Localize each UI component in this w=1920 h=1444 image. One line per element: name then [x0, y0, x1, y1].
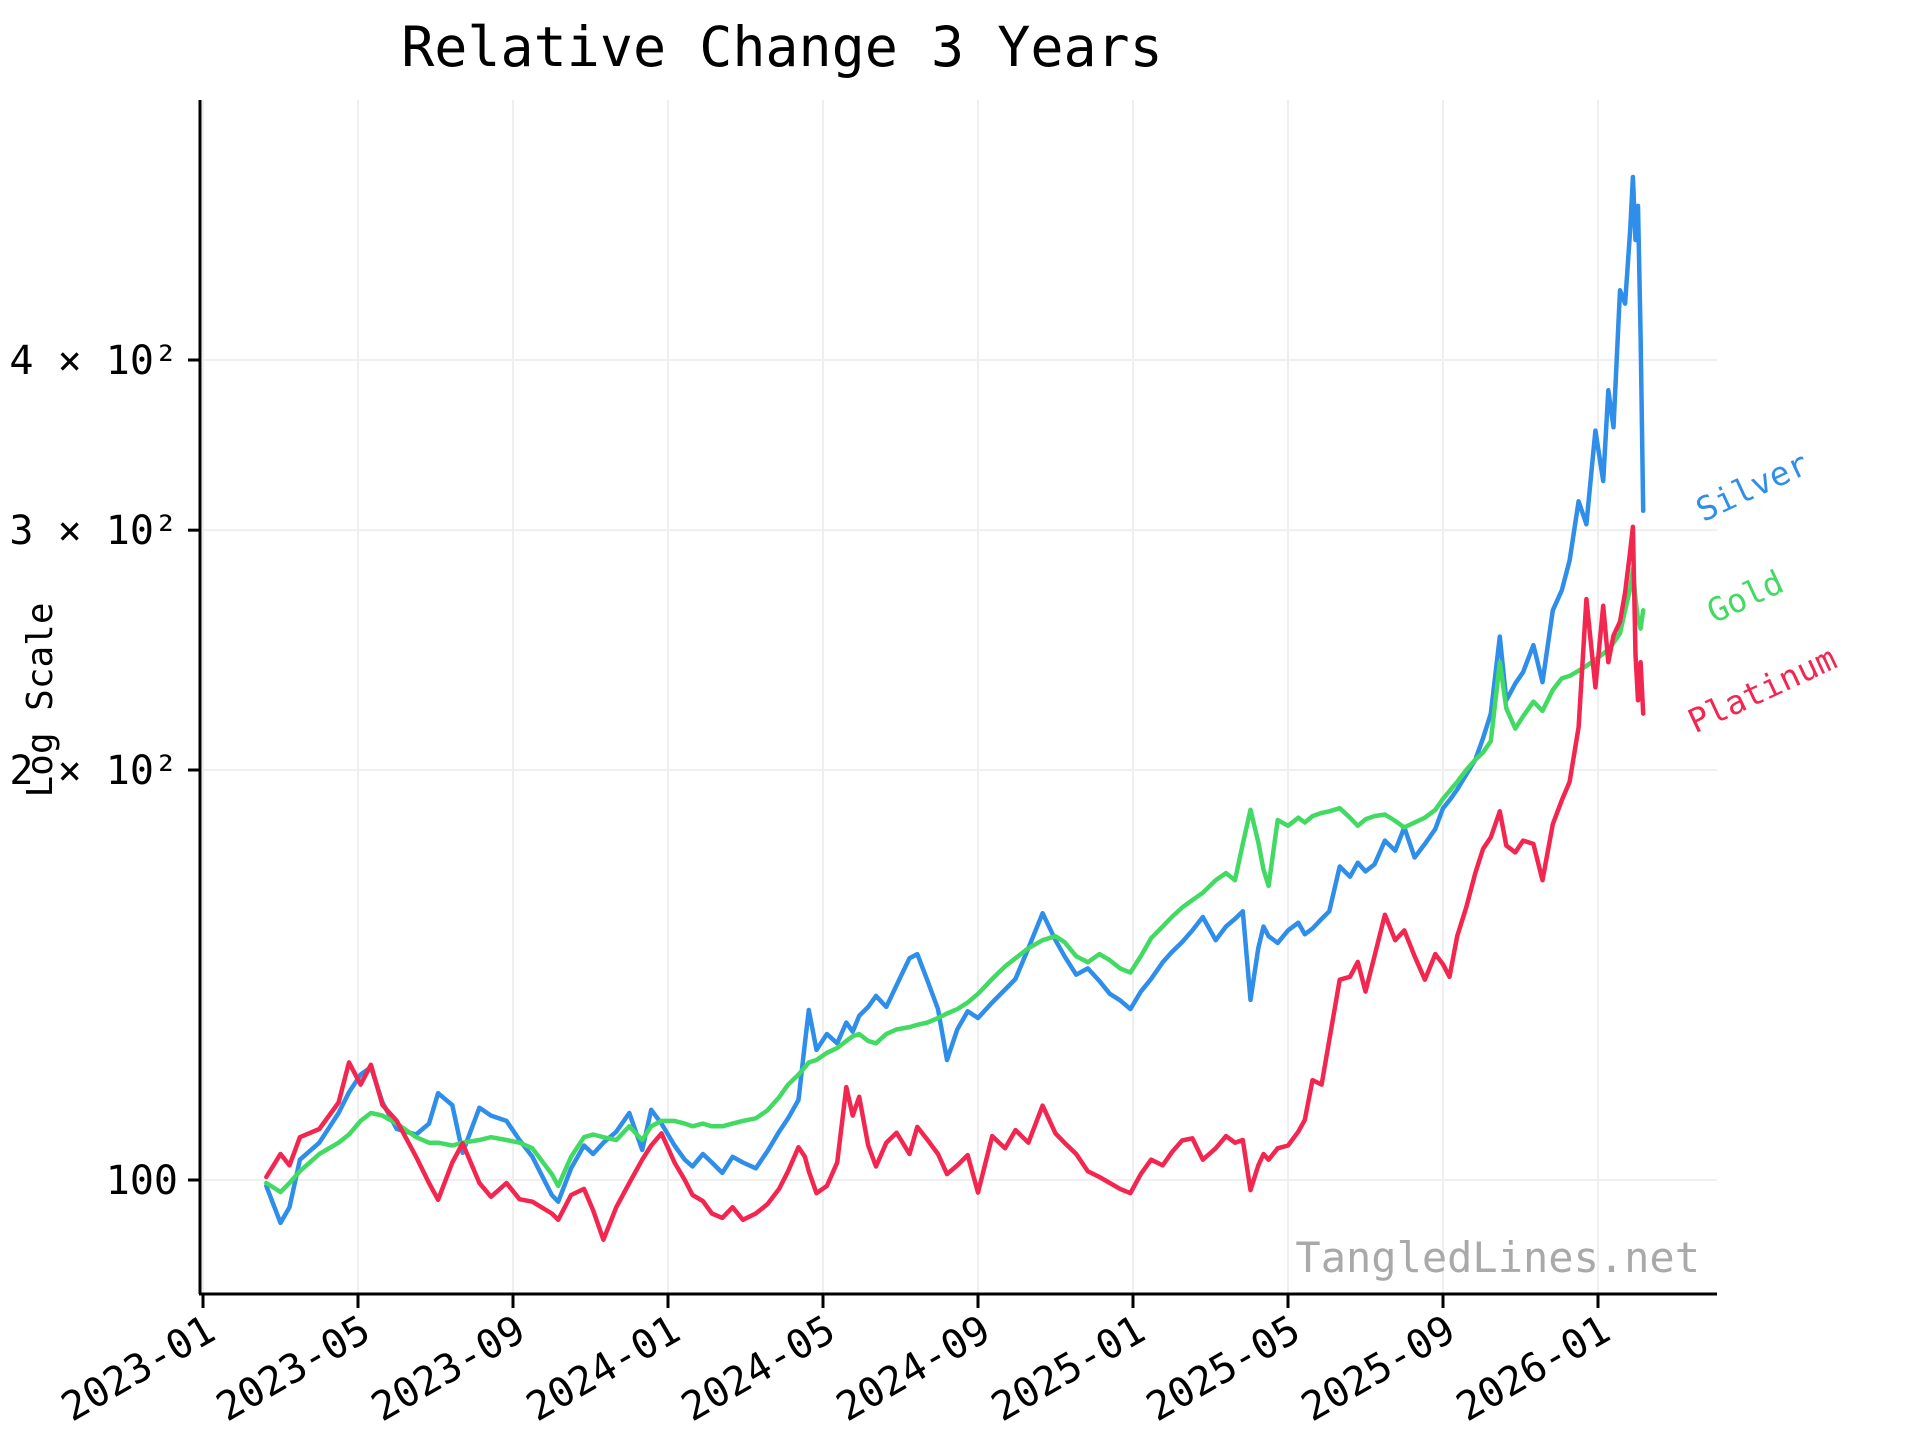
- x-tick-label: 2023-05: [209, 1307, 378, 1431]
- legend-label-platinum: Platinum: [1682, 638, 1843, 741]
- y-tick-label: 100: [106, 1158, 178, 1204]
- gridlines: [200, 100, 1717, 1294]
- x-tick-label: 2025-09: [1294, 1307, 1463, 1431]
- y-tick-label: 4 × 10²: [9, 338, 178, 384]
- x-tick-label: 2026-01: [1449, 1307, 1618, 1431]
- x-tick-label: 2025-05: [1139, 1307, 1308, 1431]
- x-tick-label: 2023-01: [54, 1307, 223, 1431]
- x-tick-label: 2025-01: [984, 1307, 1153, 1431]
- y-tick-label: 3 × 10²: [9, 508, 178, 554]
- watermark: TangledLines.net: [1295, 1233, 1700, 1282]
- platinum-line: [264, 524, 1646, 1242]
- x-tick-label: 2024-05: [674, 1307, 843, 1431]
- y-axis-label: Log Scale: [20, 602, 61, 797]
- x-axis-ticks: 2023-012023-052023-092024-012024-052024-…: [54, 1294, 1618, 1431]
- y-tick-label: 2 × 10²: [9, 748, 178, 794]
- x-tick-label: 2024-09: [829, 1307, 998, 1431]
- data-series-lines: [264, 174, 1646, 1242]
- x-tick-label: 2024-01: [519, 1307, 688, 1431]
- x-tick-label: 2023-09: [364, 1307, 533, 1431]
- legend-label-silver: Silver: [1690, 444, 1815, 530]
- y-axis-ticks: 100 2 × 10² 3 × 10² 4 × 10²: [9, 338, 200, 1204]
- chart-title: Relative Change 3 Years: [401, 15, 1163, 79]
- legend-label-gold: Gold: [1701, 562, 1790, 631]
- gold-line: [264, 566, 1646, 1195]
- silver-line: [264, 174, 1646, 1226]
